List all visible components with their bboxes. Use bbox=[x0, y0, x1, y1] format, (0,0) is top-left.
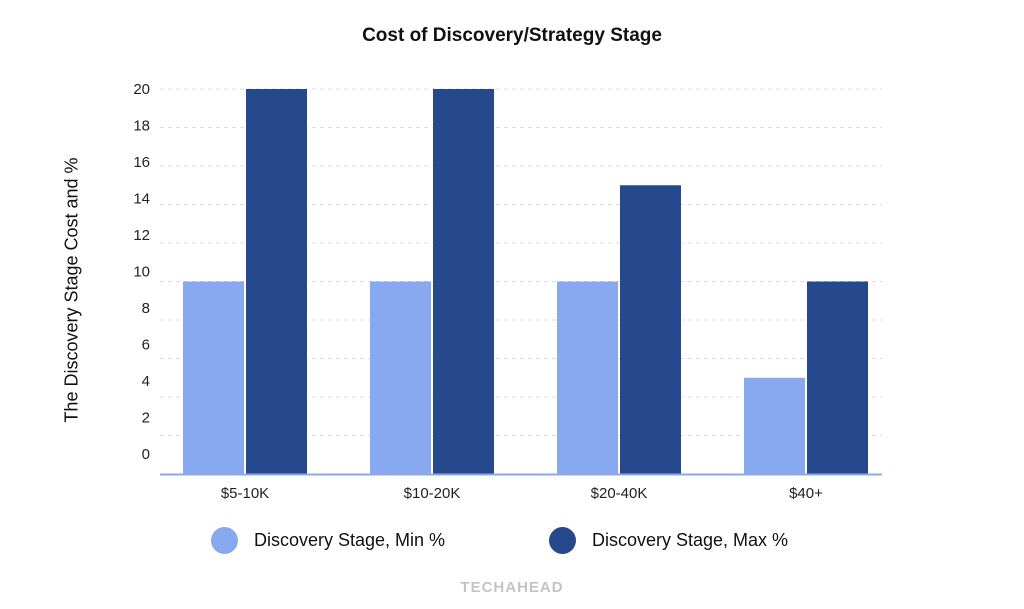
bar-min bbox=[370, 281, 431, 474]
bar-min bbox=[744, 377, 805, 474]
bar-max bbox=[433, 89, 494, 474]
y-tick-label: 10 bbox=[133, 264, 150, 281]
x-tick-label: $20-40K bbox=[591, 485, 648, 502]
bar-max bbox=[246, 89, 307, 474]
bar-max bbox=[807, 281, 868, 474]
y-tick-label: 8 bbox=[142, 300, 150, 317]
y-tick-label: 18 bbox=[133, 118, 150, 135]
y-tick-label: 0 bbox=[142, 446, 150, 463]
x-tick-label: $40+ bbox=[789, 485, 823, 502]
bar-min bbox=[557, 281, 618, 474]
x-tick-label: $5-10K bbox=[221, 485, 269, 502]
chart-title: Cost of Discovery/Strategy Stage bbox=[362, 25, 662, 46]
bar-max bbox=[620, 185, 681, 474]
y-tick-label: 14 bbox=[133, 191, 150, 208]
legend-swatch-min bbox=[211, 527, 238, 554]
legend-item-max: Discovery Stage, Max % bbox=[549, 527, 788, 554]
legend-item-min: Discovery Stage, Min % bbox=[211, 527, 445, 554]
legend-label-min: Discovery Stage, Min % bbox=[254, 530, 446, 550]
legend-label-max: Discovery Stage, Max % bbox=[592, 530, 789, 550]
legend-swatch-max bbox=[549, 527, 576, 554]
x-tick-label: $10-20K bbox=[404, 485, 461, 502]
y-tick-label: 4 bbox=[142, 373, 150, 390]
y-tick-label: 6 bbox=[142, 337, 150, 354]
y-tick-label: 2 bbox=[142, 410, 150, 427]
bar-min bbox=[183, 281, 244, 474]
y-tick-label: 12 bbox=[133, 227, 150, 244]
y-tick-label: 20 bbox=[133, 81, 150, 98]
y-tick-label: 16 bbox=[133, 154, 150, 171]
techahead-logo: TECHAHEAD bbox=[460, 579, 564, 596]
